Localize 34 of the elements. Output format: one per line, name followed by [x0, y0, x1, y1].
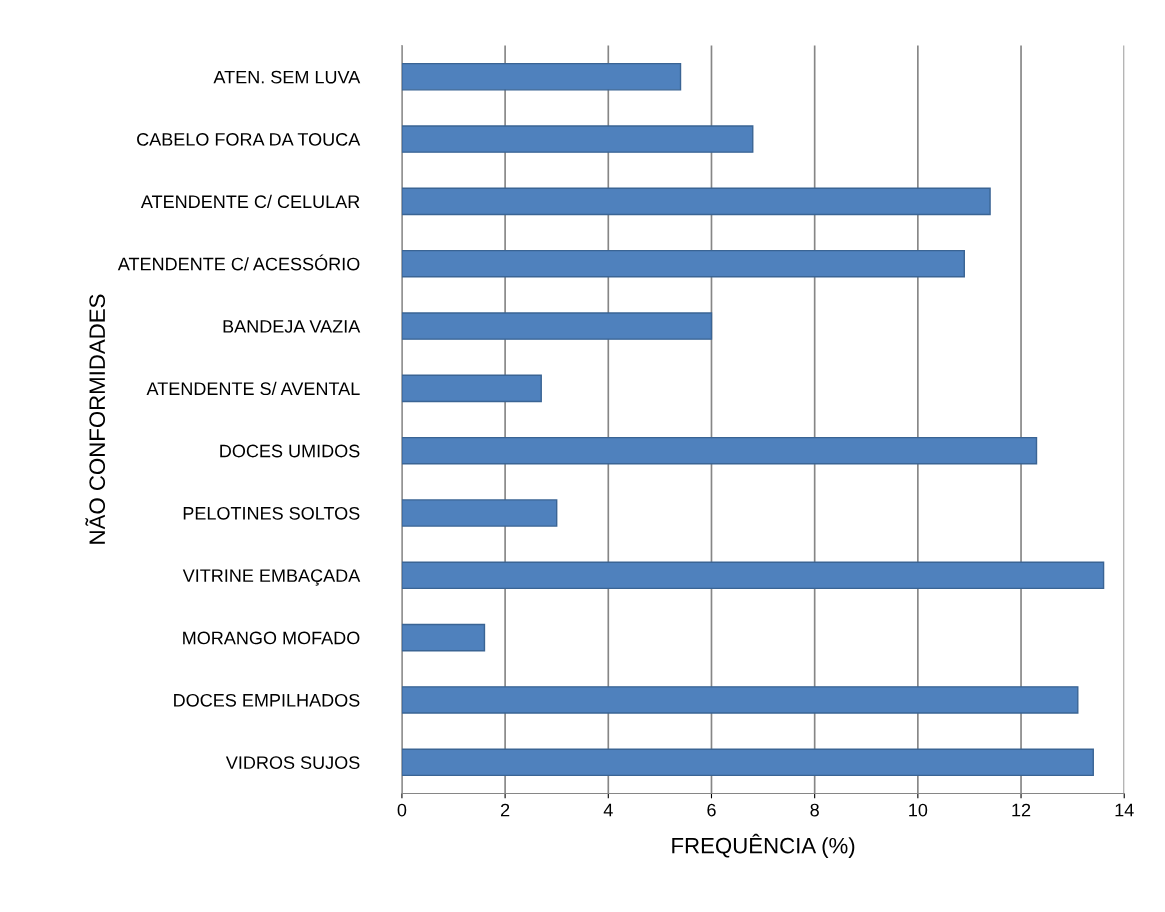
x-axis-title: FREQUÊNCIA (%)	[672, 833, 855, 858]
y-tick-label: DOCES UMIDOS	[220, 444, 360, 458]
x-tick-label: 2	[501, 803, 510, 817]
y-tick-label: ATENDENTE C/ CELULAR	[140, 194, 360, 209]
x-tick-label: 4	[603, 803, 613, 817]
bar	[401, 125, 754, 153]
bar	[401, 312, 713, 340]
bar	[401, 561, 1105, 590]
bar	[401, 62, 682, 91]
y-tick-label: CABELO FORA DA TOUCA	[137, 133, 361, 146]
y-tick-label: BANDEJA VAZIA	[223, 320, 361, 333]
x-tick-label: 6	[707, 803, 716, 817]
bar	[401, 623, 486, 652]
y-axis-title: NÃO CONFORMIDADES	[85, 294, 106, 544]
bar	[401, 686, 1079, 714]
y-tick-label: VITRINE EMBAÇADA	[182, 569, 361, 586]
x-tick-label: 10	[909, 803, 928, 817]
bar	[401, 249, 965, 278]
bar	[401, 374, 542, 403]
bar	[401, 436, 1038, 465]
y-tick-label: VIDROS SUJOS	[225, 756, 360, 769]
y-tick-label: ATEN. SEM LUVA	[213, 70, 361, 84]
bar	[401, 187, 991, 216]
y-tick-label: ATENDENTE S/ AVENTAL	[146, 381, 360, 396]
y-tick-label: PELOTINES SOLTOS	[183, 506, 360, 520]
x-tick-label: 12	[1012, 803, 1031, 817]
y-tick-label: ATENDENTE C/ ACESSÓRIO	[117, 254, 360, 271]
bar	[401, 499, 558, 527]
y-tick-label: MORANGO MOFADO	[183, 631, 360, 645]
x-tick-label: 8	[810, 803, 819, 817]
y-tick-label: DOCES EMPILHADOS	[174, 693, 360, 707]
x-tick-label: 14	[1115, 803, 1134, 817]
x-tick-label: 0	[397, 803, 407, 817]
bar	[401, 748, 1094, 777]
